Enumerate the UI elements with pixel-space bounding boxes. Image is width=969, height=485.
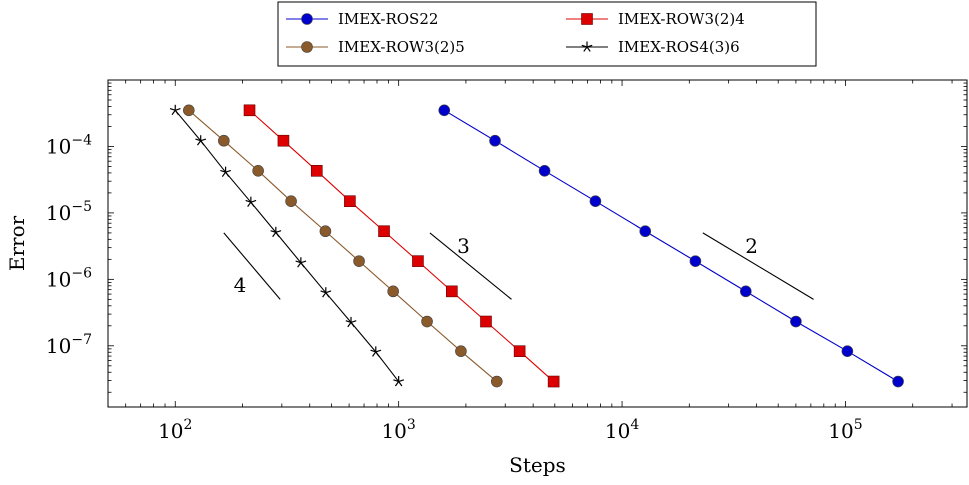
series-line	[443, 109, 899, 383]
series-line	[174, 109, 400, 382]
plot-border	[107, 79, 968, 408]
data-point	[412, 255, 424, 267]
data-point	[538, 165, 551, 177]
data-point	[589, 195, 602, 208]
data-point	[513, 345, 526, 357]
series-1	[438, 104, 904, 388]
data-point	[421, 315, 433, 328]
data-point	[344, 195, 356, 208]
y-tick-label: 10−4	[46, 132, 92, 158]
legend-item: IMEX-ROW3(2)4	[566, 10, 745, 28]
slope-line	[702, 232, 814, 300]
data-point	[218, 134, 230, 147]
legend-marker	[581, 13, 593, 25]
data-point	[438, 104, 451, 117]
data-point	[841, 345, 854, 357]
legend-label: IMEX-ROW3(2)5	[338, 38, 465, 56]
legend-label: IMEX-ROW3(2)4	[618, 10, 745, 28]
data-point	[270, 226, 282, 238]
data-point	[489, 134, 501, 147]
data-point	[480, 315, 492, 328]
data-point	[547, 375, 560, 388]
data-point	[277, 134, 290, 147]
data-point	[243, 104, 256, 117]
data-point	[195, 135, 207, 146]
data-point	[490, 375, 503, 388]
slope-line	[223, 232, 281, 300]
legend-label: IMEX-ROS4(3)6	[618, 38, 740, 56]
y-tick-label: 10−7	[46, 332, 92, 358]
data-point	[245, 196, 257, 207]
y-tick-label: 10−5	[46, 199, 92, 225]
data-point	[790, 315, 802, 328]
data-point	[446, 285, 458, 298]
x-tick-label: 104	[605, 417, 639, 443]
legend: IMEX-ROS22 IMEX-ROW3(2)4 IMEX-ROW3(2)5 IMEX…	[277, 1, 817, 67]
data-point	[378, 225, 390, 238]
x-tick-label: 103	[381, 417, 415, 443]
data-point	[689, 255, 702, 267]
data-point	[353, 255, 365, 267]
legend-item: IMEX-ROW3(2)5	[286, 38, 465, 56]
series-line	[188, 109, 498, 382]
data-point	[183, 104, 195, 117]
data-point	[169, 104, 181, 116]
legend-box	[277, 1, 817, 67]
series-4	[169, 104, 405, 387]
data-point	[739, 285, 752, 298]
legend-marker	[301, 41, 313, 53]
legend-marker	[581, 41, 593, 52]
plot-area	[107, 79, 968, 408]
legend-label: IMEX-ROS22	[338, 10, 438, 28]
legend-marker	[301, 13, 313, 25]
y-tick-label: 10−6	[46, 265, 92, 291]
data-point	[639, 225, 652, 238]
data-point	[393, 376, 405, 387]
slope-line	[429, 232, 512, 300]
data-point	[295, 257, 307, 268]
data-point	[892, 375, 904, 388]
series-3	[183, 104, 503, 388]
series-2	[243, 104, 560, 388]
data-point	[319, 225, 332, 238]
x-tick-label: 105	[828, 417, 862, 443]
data-point	[252, 165, 264, 177]
series-layer	[169, 104, 904, 388]
axis-ticks	[107, 80, 967, 407]
data-point	[285, 195, 297, 208]
slope-label: 2	[745, 234, 758, 258]
data-point	[345, 316, 357, 328]
legend-item: IMEX-ROS22	[286, 10, 438, 28]
data-point	[455, 345, 467, 357]
slope-label: 4	[234, 273, 247, 297]
slope-markers: 4 3 2	[223, 232, 814, 300]
data-point	[370, 346, 382, 357]
slope-label: 3	[457, 234, 470, 258]
legend-item: IMEX-ROS4(3)6	[566, 38, 740, 56]
series-line	[249, 109, 554, 382]
y-axis-title: Error	[5, 215, 29, 271]
x-tick-label: 102	[158, 417, 192, 443]
data-point	[320, 287, 332, 298]
data-point	[387, 285, 399, 298]
data-point	[220, 166, 232, 177]
data-point	[310, 165, 323, 177]
x-axis-title: Steps	[509, 453, 566, 477]
